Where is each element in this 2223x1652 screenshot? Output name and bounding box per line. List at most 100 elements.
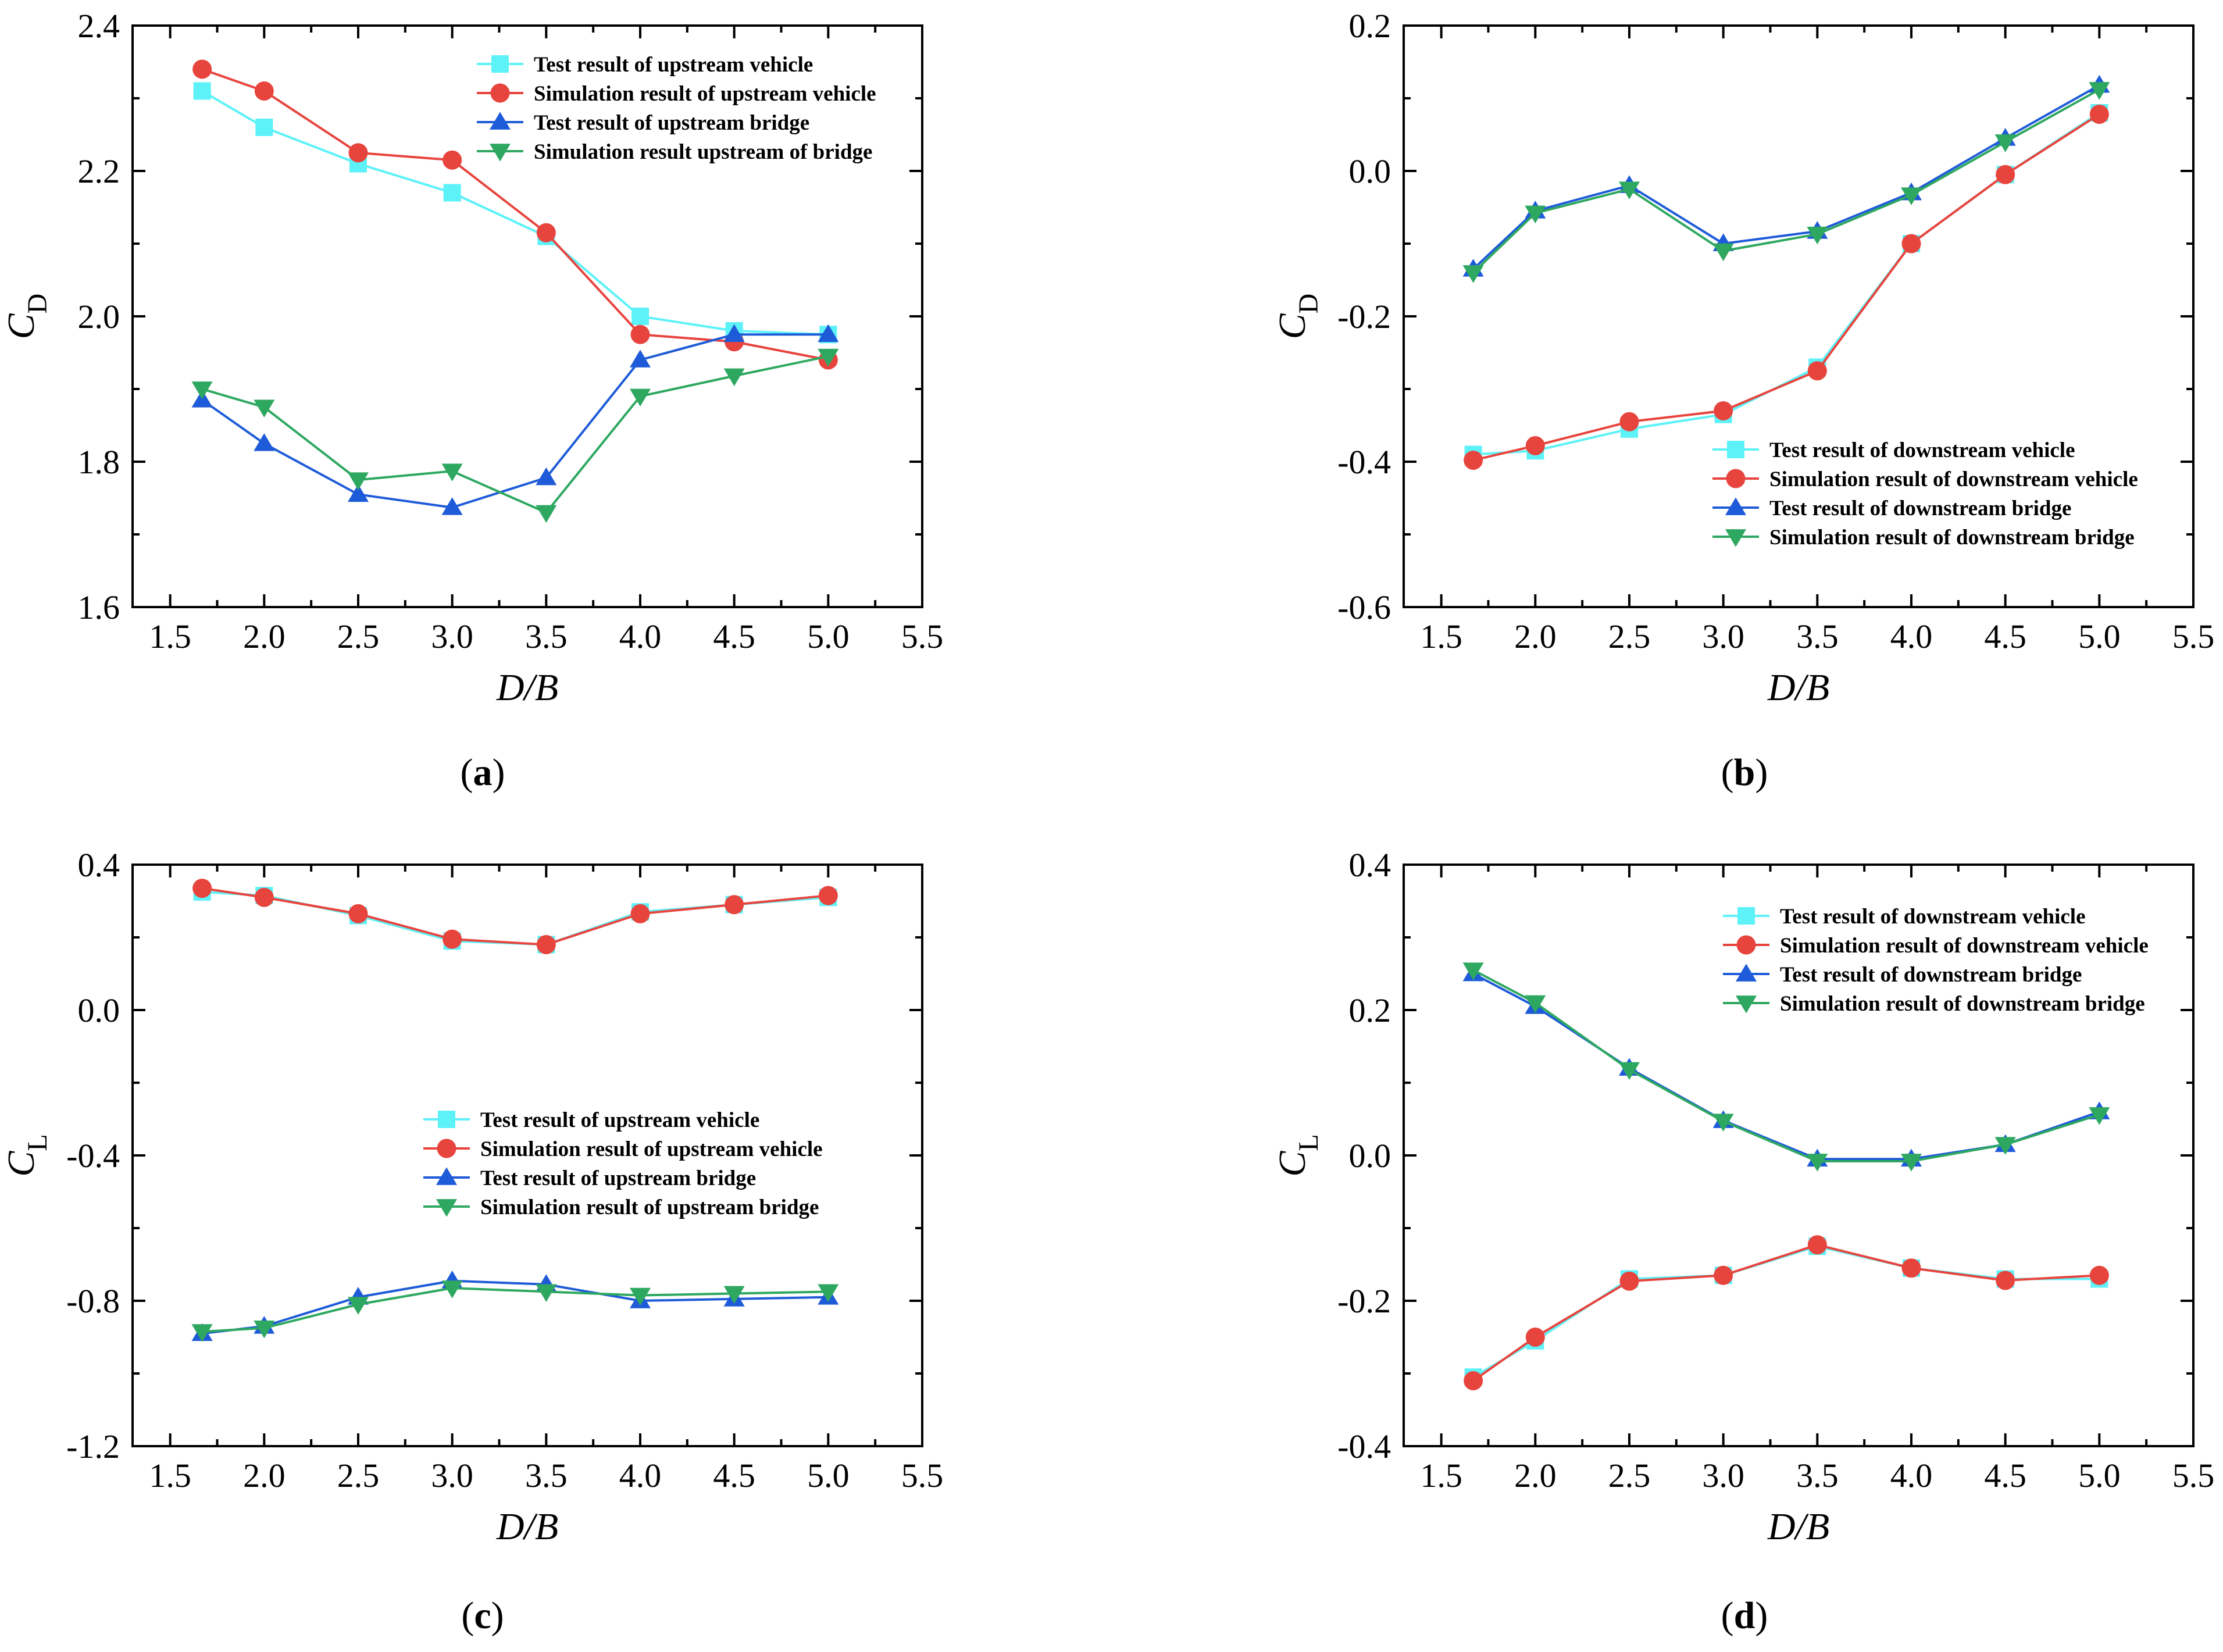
legend-label: Simulation result of upstream bridge [480, 1196, 819, 1219]
data-point [1807, 226, 1828, 245]
data-point [348, 143, 368, 163]
x-tick-label: 4.0 [1890, 618, 1933, 655]
legend-marker [1737, 907, 1755, 925]
data-point [193, 82, 211, 100]
data-point [536, 935, 556, 954]
panel-label-close-paren: ) [1755, 1594, 1768, 1637]
x-tick-label: 4.5 [1984, 1457, 2026, 1494]
legend: Test result of upstream vehicle Simulatio… [423, 1108, 823, 1219]
data-point [2089, 82, 2110, 100]
y-axis-title-subscript: D [22, 294, 53, 314]
series-circle [1464, 1235, 2109, 1390]
data-point [630, 324, 650, 344]
data-point [254, 399, 275, 418]
panel-label-open-paren: ( [461, 751, 473, 794]
x-axis-title: D/B [1767, 666, 1829, 709]
y-axis-title: CL [0, 1134, 53, 1176]
data-point [723, 368, 745, 387]
legend-marker [1725, 529, 1746, 547]
legend-marker [1726, 469, 1746, 488]
data-point [818, 886, 838, 905]
x-tick-label: 5.0 [2078, 1457, 2121, 1494]
data-point [443, 929, 462, 949]
legend-marker [491, 55, 509, 73]
y-axis-title: CL [1271, 1134, 1324, 1176]
y-axis-title-main: C [1271, 313, 1314, 339]
panel-label-close-paren: ) [493, 751, 505, 794]
legend-marker [1727, 441, 1744, 458]
data-point [192, 59, 212, 79]
data-point [1807, 1154, 1828, 1172]
y-tick-label: -0.2 [1337, 1282, 1391, 1320]
panel-label-close-paren: ) [1755, 751, 1768, 794]
data-point [191, 1324, 213, 1342]
panel-label-open-paren: ( [461, 1594, 474, 1637]
legend-marker [490, 112, 511, 130]
x-tick-label: 3.5 [525, 1457, 568, 1494]
y-axis-title-main: C [0, 1151, 42, 1177]
x-tick-label: 4.0 [1890, 1457, 1933, 1494]
y-tick-label: -0.4 [1337, 443, 1391, 481]
data-point [1807, 1235, 1827, 1255]
data-point [1525, 995, 1546, 1014]
data-point [725, 895, 744, 915]
legend-marker [1736, 935, 1756, 955]
x-tick-label: 4.0 [619, 618, 662, 655]
data-point [1525, 205, 1546, 224]
data-point [2089, 1107, 2110, 1125]
data-point [254, 81, 274, 101]
y-tick-label: 0.4 [78, 846, 120, 884]
y-axis-title-subscript: D [1293, 294, 1324, 314]
data-point [536, 467, 557, 486]
data-point [723, 324, 745, 342]
chart-panel-d: 1.5 2.0 2.5 3.0 3.5 4.0 4.5 5.0 5.5 -0.4 -0.2 0.0 0.… [1271, 846, 2214, 1637]
x-tick-label: 3.0 [1702, 1457, 1744, 1494]
panel-label-letter: c [474, 1594, 491, 1637]
data-point [348, 472, 369, 490]
x-tick-label: 2.0 [243, 618, 286, 655]
panel-label-letter: b [1734, 751, 1755, 794]
series-line [202, 355, 829, 514]
data-point [441, 463, 463, 481]
panel-label-open-paren: ( [1721, 1594, 1734, 1637]
legend-marker [438, 1111, 455, 1128]
chart-panel-a: 1.5 2.0 2.5 3.0 3.5 4.0 4.5 5.0 5.5 1.6 1.8 2.0 2.2 2… [0, 7, 943, 794]
x-tick-label: 2.5 [337, 1457, 380, 1494]
x-tick-label: 1.5 [1420, 618, 1462, 655]
panel-label: (d) [1721, 1594, 1768, 1637]
panel-label-open-paren: ( [1721, 751, 1734, 794]
y-tick-label: -0.8 [66, 1282, 120, 1320]
x-tick-label: 3.5 [1796, 618, 1839, 655]
x-tick-label: 3.5 [1796, 1457, 1839, 1494]
data-point [1462, 962, 1484, 980]
series-square [1464, 104, 2108, 463]
x-tick-label: 5.5 [2172, 1457, 2215, 1494]
y-tick-label: 0.0 [1349, 152, 1391, 190]
series-triangle-down [191, 348, 839, 523]
data-point [255, 119, 273, 136]
y-tick-label: -0.4 [1337, 1428, 1391, 1465]
y-tick-label: 1.6 [78, 588, 120, 626]
data-point [1714, 401, 1733, 420]
data-point [1996, 165, 2015, 184]
x-tick-label: 3.0 [431, 618, 473, 655]
data-point [443, 150, 462, 170]
x-tick-label: 4.5 [713, 1457, 755, 1494]
y-tick-label: 1.8 [78, 443, 120, 481]
data-point [2089, 105, 2109, 124]
x-tick-label: 3.0 [1702, 618, 1744, 655]
data-point [348, 484, 369, 502]
y-axis-title-subscript: L [1293, 1134, 1324, 1151]
y-tick-label: 0.4 [1349, 846, 1391, 884]
data-point [1619, 181, 1640, 199]
legend-label: Simulation result of downstream bridge [1780, 992, 2145, 1016]
y-tick-label: 0.0 [78, 991, 120, 1029]
data-point [536, 1284, 557, 1303]
series-circle [192, 879, 838, 954]
data-point [1619, 1271, 1639, 1291]
x-tick-label: 3.0 [431, 1457, 473, 1494]
data-point [536, 505, 557, 523]
data-point [818, 324, 839, 342]
series-line [1472, 1245, 2100, 1378]
